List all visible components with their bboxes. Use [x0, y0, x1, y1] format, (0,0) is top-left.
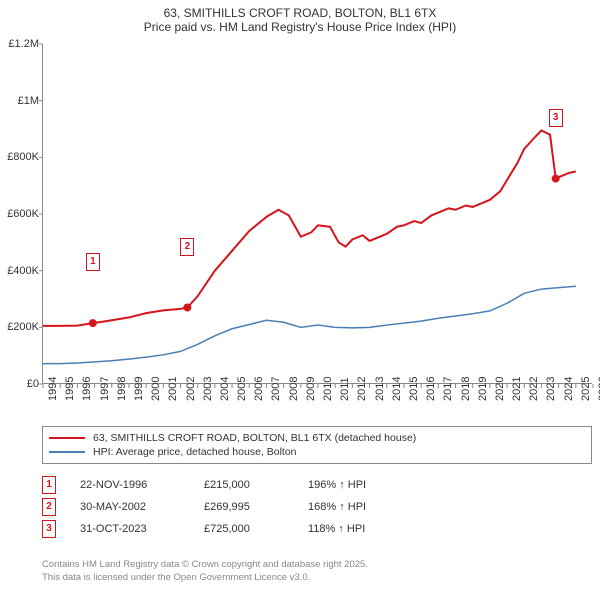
x-axis-tick-label: 2021 [511, 377, 523, 401]
chart-svg [43, 44, 592, 383]
sale-marker-2: 2 [180, 238, 194, 256]
x-axis-tick-label: 1997 [99, 377, 111, 401]
series-line-hpi [43, 286, 576, 363]
x-axis-tick-label: 2008 [288, 377, 300, 401]
x-axis-tick-label: 1994 [47, 377, 59, 401]
x-axis-tick-label: 2001 [167, 377, 179, 401]
sale-point-2 [183, 304, 191, 312]
x-axis-tick-label: 2025 [580, 377, 592, 401]
legend-swatch [49, 451, 85, 453]
sale-date: 22-NOV-1996 [80, 479, 180, 491]
sale-hpi: 196% ↑ HPI [308, 479, 408, 491]
x-axis-tick-label: 2006 [253, 377, 265, 401]
legend-item: HPI: Average price, detached house, Bolt… [49, 445, 585, 459]
y-axis-tick-label: £800K [3, 151, 39, 163]
x-axis-tick-label: 1995 [64, 377, 76, 401]
sales-table: 1 22-NOV-1996 £215,000 196% ↑ HPI 2 30-MAY-20… [42, 474, 408, 540]
x-axis-tick-label: 1999 [133, 377, 145, 401]
x-axis-tick-label: 2017 [442, 377, 454, 401]
x-axis-tick-label: 2010 [322, 377, 334, 401]
legend-swatch [49, 437, 85, 439]
chart-title-block: 63, SMITHILLS CROFT ROAD, BOLTON, BL1 6T… [0, 0, 600, 36]
sale-price: £725,000 [204, 523, 284, 535]
sale-point-1 [89, 319, 97, 327]
sales-row: 1 22-NOV-1996 £215,000 196% ↑ HPI [42, 474, 408, 496]
sale-marker-1: 1 [86, 253, 100, 271]
footer-line-2: This data is licensed under the Open Gov… [42, 572, 368, 584]
sale-row-marker: 1 [42, 476, 56, 494]
sale-row-marker: 3 [42, 520, 56, 538]
legend-label: HPI: Average price, detached house, Bolt… [93, 446, 297, 458]
sale-date: 30-MAY-2002 [80, 501, 180, 513]
x-axis-tick-label: 2002 [185, 377, 197, 401]
x-axis-tick-label: 2003 [202, 377, 214, 401]
sale-hpi: 168% ↑ HPI [308, 501, 408, 513]
title-line-2: Price paid vs. HM Land Registry's House … [10, 20, 590, 34]
x-axis-tick-label: 2014 [391, 377, 403, 401]
x-axis-tick-label: 2019 [477, 377, 489, 401]
sales-row: 3 31-OCT-2023 £725,000 118% ↑ HPI [42, 518, 408, 540]
y-axis-tick-label: £200K [3, 321, 39, 333]
x-axis-tick-label: 2018 [460, 377, 472, 401]
sale-hpi: 118% ↑ HPI [308, 523, 408, 535]
y-axis-tick-label: £1.2M [3, 38, 39, 50]
x-axis-tick-label: 1998 [116, 377, 128, 401]
sale-marker-3: 3 [549, 109, 563, 127]
y-axis-tick-label: £600K [3, 208, 39, 220]
x-axis-tick-label: 2004 [219, 377, 231, 401]
x-axis-tick-label: 2023 [545, 377, 557, 401]
footer-line-1: Contains HM Land Registry data © Crown c… [42, 559, 368, 571]
sale-date: 31-OCT-2023 [80, 523, 180, 535]
legend-label: 63, SMITHILLS CROFT ROAD, BOLTON, BL1 6T… [93, 432, 416, 444]
x-axis-tick-label: 2007 [270, 377, 282, 401]
x-axis-tick-label: 2013 [374, 377, 386, 401]
title-line-1: 63, SMITHILLS CROFT ROAD, BOLTON, BL1 6T… [10, 6, 590, 20]
sales-row: 2 30-MAY-2002 £269,995 168% ↑ HPI [42, 496, 408, 518]
x-axis-tick-label: 2000 [150, 377, 162, 401]
legend-item: 63, SMITHILLS CROFT ROAD, BOLTON, BL1 6T… [49, 431, 585, 445]
chart-legend: 63, SMITHILLS CROFT ROAD, BOLTON, BL1 6T… [42, 426, 592, 464]
x-axis-tick-label: 2016 [425, 377, 437, 401]
sale-point-3 [552, 175, 560, 183]
y-axis-tick-label: £1M [3, 95, 39, 107]
x-axis-tick-label: 1996 [81, 377, 93, 401]
x-axis-tick-label: 2011 [339, 377, 351, 401]
sale-price: £269,995 [204, 501, 284, 513]
series-line-property [43, 130, 576, 326]
attribution-footer: Contains HM Land Registry data © Crown c… [42, 559, 368, 584]
y-axis-tick-label: £400K [3, 265, 39, 277]
x-axis-tick-label: 2020 [494, 377, 506, 401]
x-axis-tick-label: 2005 [236, 377, 248, 401]
x-axis-tick-label: 2022 [528, 377, 540, 401]
x-axis-tick-label: 2012 [356, 377, 368, 401]
x-axis-tick-label: 2009 [305, 377, 317, 401]
x-axis-tick-label: 2024 [563, 377, 575, 401]
chart-plot-area: £0£200K£400K£600K£800K£1M£1.2M1994199519… [42, 44, 592, 384]
sale-price: £215,000 [204, 479, 284, 491]
y-axis-tick-label: £0 [3, 378, 39, 390]
sale-row-marker: 2 [42, 498, 56, 516]
x-axis-tick-label: 2015 [408, 377, 420, 401]
